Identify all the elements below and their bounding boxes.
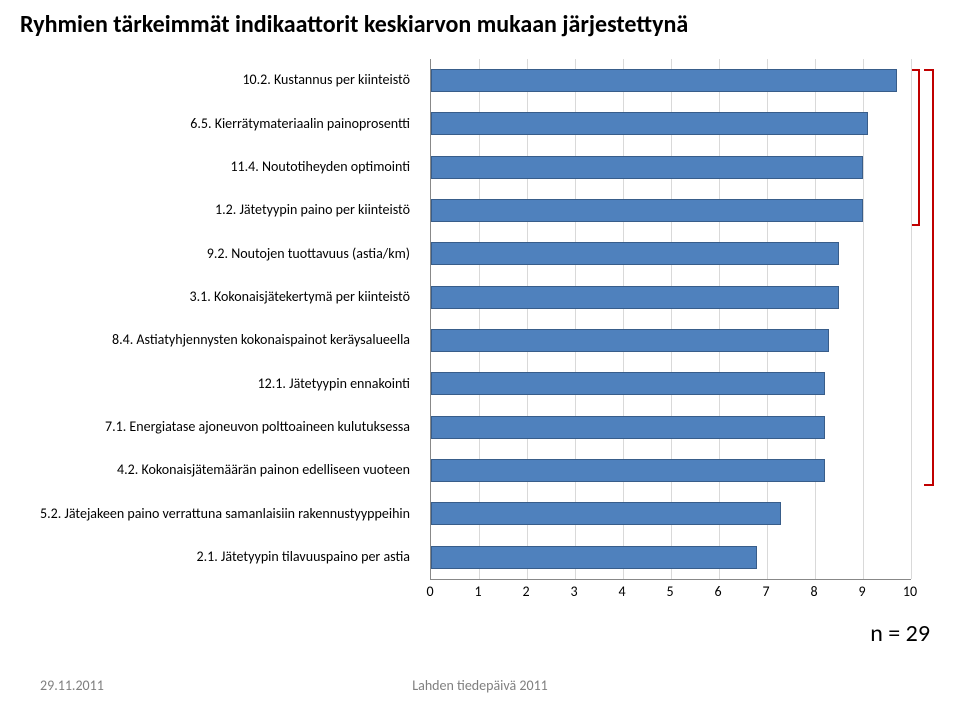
bar [431, 242, 839, 265]
bracket-outer [924, 69, 934, 486]
x-tick: 2 [522, 583, 529, 600]
x-tick: 5 [666, 583, 673, 600]
bar [431, 502, 781, 525]
plot-area [430, 59, 911, 580]
bar [431, 546, 757, 569]
x-tick: 3 [570, 583, 577, 600]
bar-row [431, 406, 911, 449]
bar-label: 1.2. Jätetyypin paino per kiinteistö [20, 202, 420, 219]
bar-row [431, 536, 911, 579]
bar-label: 3.1. Kokonaisjätekertymä per kiinteistö [20, 289, 420, 306]
x-tick: 6 [714, 583, 721, 600]
bar-row [431, 189, 911, 232]
bar [431, 459, 825, 482]
bar-row [431, 319, 911, 362]
bar-label: 9.2. Noutojen tuottavuus (astia/km) [20, 246, 420, 263]
bar-row [431, 362, 911, 405]
bar [431, 286, 839, 309]
bar-row [431, 59, 911, 102]
bar-label: 5.2. Jätejakeen paino verrattuna samanla… [20, 506, 420, 523]
bar [431, 156, 863, 179]
bar-row [431, 102, 911, 145]
x-tick: 0 [426, 583, 433, 600]
bracket-small [912, 69, 920, 226]
footer-event: Lahden tiedepäivä 2011 [412, 677, 548, 694]
bar-label: 7.1. Energiatase ajoneuvon polttoaineen … [20, 419, 420, 436]
bar-row [431, 232, 911, 275]
bar-label: 4.2. Kokonaisjätemäärän painon edellisee… [20, 462, 420, 479]
chart-title: Ryhmien tärkeimmät indikaattorit keskiar… [20, 10, 940, 39]
bar [431, 416, 825, 439]
bar-label: 6.5. Kierrätymateriaalin painoprosentti [20, 116, 420, 133]
x-tick: 7 [762, 583, 769, 600]
bar-label: 8.4. Astiatyhjennysten kokonaispainot ke… [20, 332, 420, 349]
bar-row [431, 146, 911, 189]
bar [431, 372, 825, 395]
footer-date: 29.11.2011 [40, 677, 104, 694]
bar-row [431, 276, 911, 319]
bar-label: 11.4. Noutotiheyden optimointi [20, 159, 420, 176]
bar [431, 329, 829, 352]
x-tick: 10 [903, 583, 917, 600]
x-tick: 9 [858, 583, 865, 600]
x-tick: 1 [474, 583, 481, 600]
x-tick: 8 [810, 583, 817, 600]
bar-row [431, 492, 911, 535]
x-tick: 4 [618, 583, 625, 600]
bar [431, 199, 863, 222]
bar [431, 112, 868, 135]
bar-row [431, 449, 911, 492]
bar-label: 2.1. Jätetyypin tilavuuspaino per astia [20, 549, 420, 566]
bar-label: 10.2. Kustannus per kiinteistö [20, 72, 420, 89]
bar-label: 12.1. Jätetyypin ennakointi [20, 376, 420, 393]
bar [431, 69, 897, 92]
chart-area: 10.2. Kustannus per kiinteistö 6.5. Kierr… [20, 59, 920, 619]
n-label: n = 29 [870, 619, 930, 648]
